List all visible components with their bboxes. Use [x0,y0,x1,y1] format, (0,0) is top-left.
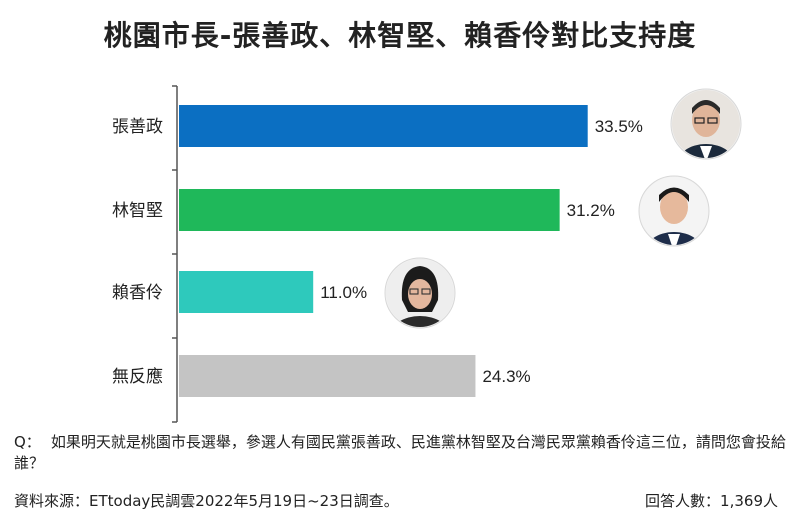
category-label: 張善政 [112,117,163,137]
data-source: 資料來源：ETtoday民調雲2022年5月19日~23日調查。 [14,492,399,510]
value-label: 11.0% [320,283,367,302]
question-text: 如果明天就是桃園市長選舉，參選人有國民黨張善政、民進黨林智堅及台灣民眾黨賴香伶這… [14,433,786,472]
category-label: 無反應 [112,366,163,387]
bar-1 [179,189,560,231]
bar-0 [179,105,588,147]
bar-chart: 張善政 33.5% 林智堅 31.2% 賴香伶 11.0% 無反應 24.3% [112,85,742,423]
value-label: 33.5% [595,117,643,136]
candidate-photo-lai [384,257,456,329]
bars-layer: 張善政 33.5% 林智堅 31.2% 賴香伶 11.0% 無反應 24.3% [112,105,643,397]
candidate-photo-zhang [670,88,742,160]
respondent-count: 回答人數：1,369人 [645,492,778,510]
category-label: 林智堅 [112,201,163,221]
value-label: 31.2% [567,201,615,220]
bar-2 [179,271,314,313]
question-prefix: Q： [14,433,41,451]
category-label: 賴香伶 [112,283,163,303]
candidate-photo-lin [638,175,710,247]
chart-title: 桃園市長-張善政、林智堅、賴香伶對比支持度 [103,19,697,52]
survey-question: Q： 如果明天就是桃園市長選舉，參選人有國民黨張善政、民進黨林智堅及台灣民眾黨賴香… [14,432,790,474]
value-label: 24.3% [482,367,530,386]
bar-3 [179,355,476,397]
